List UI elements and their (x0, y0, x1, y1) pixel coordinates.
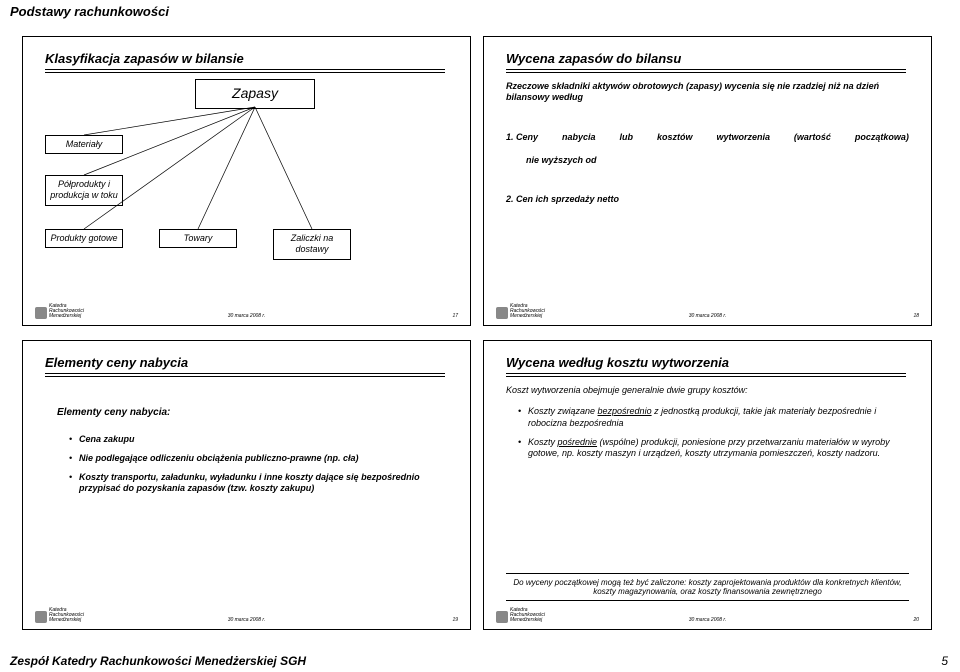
t: kosztów (657, 132, 693, 143)
slide-title: Wycena zapasów do bilansu (506, 51, 681, 66)
slide-body: Elementy ceny nabycia: Cena zakupu Nie p… (45, 385, 448, 601)
slide-number: 18 (913, 313, 919, 319)
logo-icon (35, 611, 47, 623)
slide-3: Elementy ceny nabycia Elementy ceny naby… (22, 340, 471, 630)
title-rule (45, 373, 445, 377)
bullet-2: Nie podlegające odliczeniu obciążenia pu… (69, 453, 448, 464)
logo-text: Katedra Rachunkowości Menedżerskiej (49, 304, 84, 319)
logo-icon (496, 611, 508, 623)
footer-date: 30 marca 2008 r. (689, 313, 727, 319)
item2: 2. Cen ich sprzedaży netto (506, 194, 909, 205)
subhead: Elementy ceny nabycia: (57, 407, 448, 420)
title-rule (45, 69, 445, 73)
box-zaliczki: Zaliczki na dostawy (273, 229, 351, 260)
t: początkowa) (855, 132, 909, 143)
slide-title: Klasyfikacja zapasów w bilansie (45, 51, 244, 66)
t: (wartość (794, 132, 831, 143)
slide-body: Zapasy Materiały Półprodukty i produkcja… (45, 81, 448, 297)
nie-wyzszych: nie wyższych od (526, 155, 909, 166)
slide-footer: Katedra Rachunkowości Menedżerskiej 30 m… (35, 607, 458, 625)
slide-number: 20 (913, 617, 919, 623)
page-header: Podstawy rachunkowości (10, 4, 169, 19)
logo-text: Katedra Rachunkowości Menedżerskiej (510, 304, 545, 319)
slide-1: Klasyfikacja zapasów w bilansie Zapasy M… (22, 36, 471, 326)
box-produkty: Produkty gotowe (45, 229, 123, 248)
page-footer-right: 5 (941, 654, 948, 668)
t: nabycia (562, 132, 596, 143)
bullet-1: Cena zakupu (69, 434, 448, 445)
note-box: Do wyceny początkowej mogą też być zalic… (506, 573, 909, 601)
slide-body: Koszt wytworzenia obejmuje generalnie dw… (506, 385, 909, 601)
footer-date: 30 marca 2008 r. (228, 313, 266, 319)
slides-grid: Klasyfikacja zapasów w bilansie Zapasy M… (22, 36, 938, 632)
logo-text: Katedra Rachunkowości Menedżerskiej (510, 608, 545, 623)
slide-title: Wycena według kosztu wytworzenia (506, 355, 729, 370)
page-footer-left: Zespół Katedry Rachunkowości Menedżerski… (10, 654, 306, 668)
bullet-3: Koszty transportu, załadunku, wyładunku … (69, 472, 448, 495)
box-towary: Towary (159, 229, 237, 248)
logo-icon (496, 307, 508, 319)
slide-number: 17 (452, 313, 458, 319)
footer-date: 30 marca 2008 r. (228, 617, 266, 623)
line1: Koszt wytworzenia obejmuje generalnie dw… (506, 385, 909, 396)
logo-text: Katedra Rachunkowości Menedżerskiej (49, 608, 84, 623)
box-polprodukty: Półprodukty i produkcja w toku (45, 175, 123, 206)
bullet-1: Koszty związane bezpośrednio z jednostką… (518, 406, 909, 429)
intro-text: Rzeczowe składniki aktywów obrotowych (z… (506, 81, 909, 104)
slide-footer: Katedra Rachunkowości Menedżerskiej 30 m… (35, 303, 458, 321)
t: 1. Ceny (506, 132, 538, 143)
slide-body: Rzeczowe składniki aktywów obrotowych (z… (506, 81, 909, 297)
footer-date: 30 marca 2008 r. (689, 617, 727, 623)
slide-title: Elementy ceny nabycia (45, 355, 188, 370)
slide-footer: Katedra Rachunkowości Menedżerskiej 30 m… (496, 607, 919, 625)
box-materialy: Materiały (45, 135, 123, 154)
t: wytworzenia (716, 132, 770, 143)
slide-4: Wycena według kosztu wytworzenia Koszt w… (483, 340, 932, 630)
logo-icon (35, 307, 47, 319)
slide-number: 19 (452, 617, 458, 623)
t: lub (619, 132, 633, 143)
title-rule (506, 373, 906, 377)
bullet-2: Koszty pośrednie (wspólne) produkcji, po… (518, 437, 909, 460)
slide-footer: Katedra Rachunkowości Menedżerskiej 30 m… (496, 303, 919, 321)
title-rule (506, 69, 906, 73)
box-zapasy: Zapasy (195, 79, 315, 109)
slide-2: Wycena zapasów do bilansu Rzeczowe skład… (483, 36, 932, 326)
